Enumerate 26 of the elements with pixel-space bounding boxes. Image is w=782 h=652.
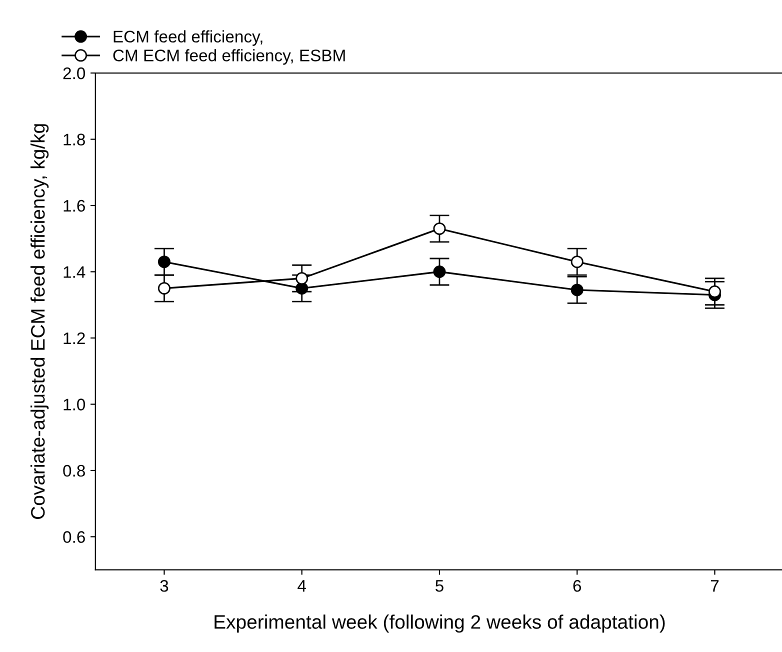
point <box>708 285 721 298</box>
point <box>570 284 584 296</box>
legend-label: ECM feed efficiency, <box>114 30 262 46</box>
y-tick-label: 1.6 <box>64 200 85 212</box>
legend-label: CM ECM feed efficiency, ESBM <box>113 49 345 65</box>
point <box>158 282 170 295</box>
y-axis-title: Covariate-adjusted ECM feed efficiency, kg/kg <box>30 124 49 519</box>
y-tick-label: 1.2 <box>64 332 85 344</box>
point <box>433 266 446 278</box>
y-tick-label: 2.0 <box>63 67 86 80</box>
y-tick-label: 0.6 <box>63 531 85 543</box>
x-tick-label: 7 <box>710 580 719 592</box>
x-tick-label: 3 <box>160 580 168 592</box>
point <box>296 282 308 295</box>
point <box>570 256 584 268</box>
point <box>433 222 446 235</box>
y-tick-label: 1.8 <box>64 134 85 146</box>
x-tick-label: 4 <box>298 580 306 592</box>
point <box>296 272 308 285</box>
y-tick-label: 0.8 <box>63 464 85 477</box>
point <box>158 256 170 268</box>
x-axis-title: Experimental week (following 2 weeks of adaptation) <box>214 614 665 633</box>
x-tick-label: 5 <box>436 580 444 592</box>
y-tick-label: 1.4 <box>64 266 86 278</box>
y-tick-label: 1.0 <box>64 398 86 410</box>
x-tick-label: 6 <box>573 580 582 592</box>
